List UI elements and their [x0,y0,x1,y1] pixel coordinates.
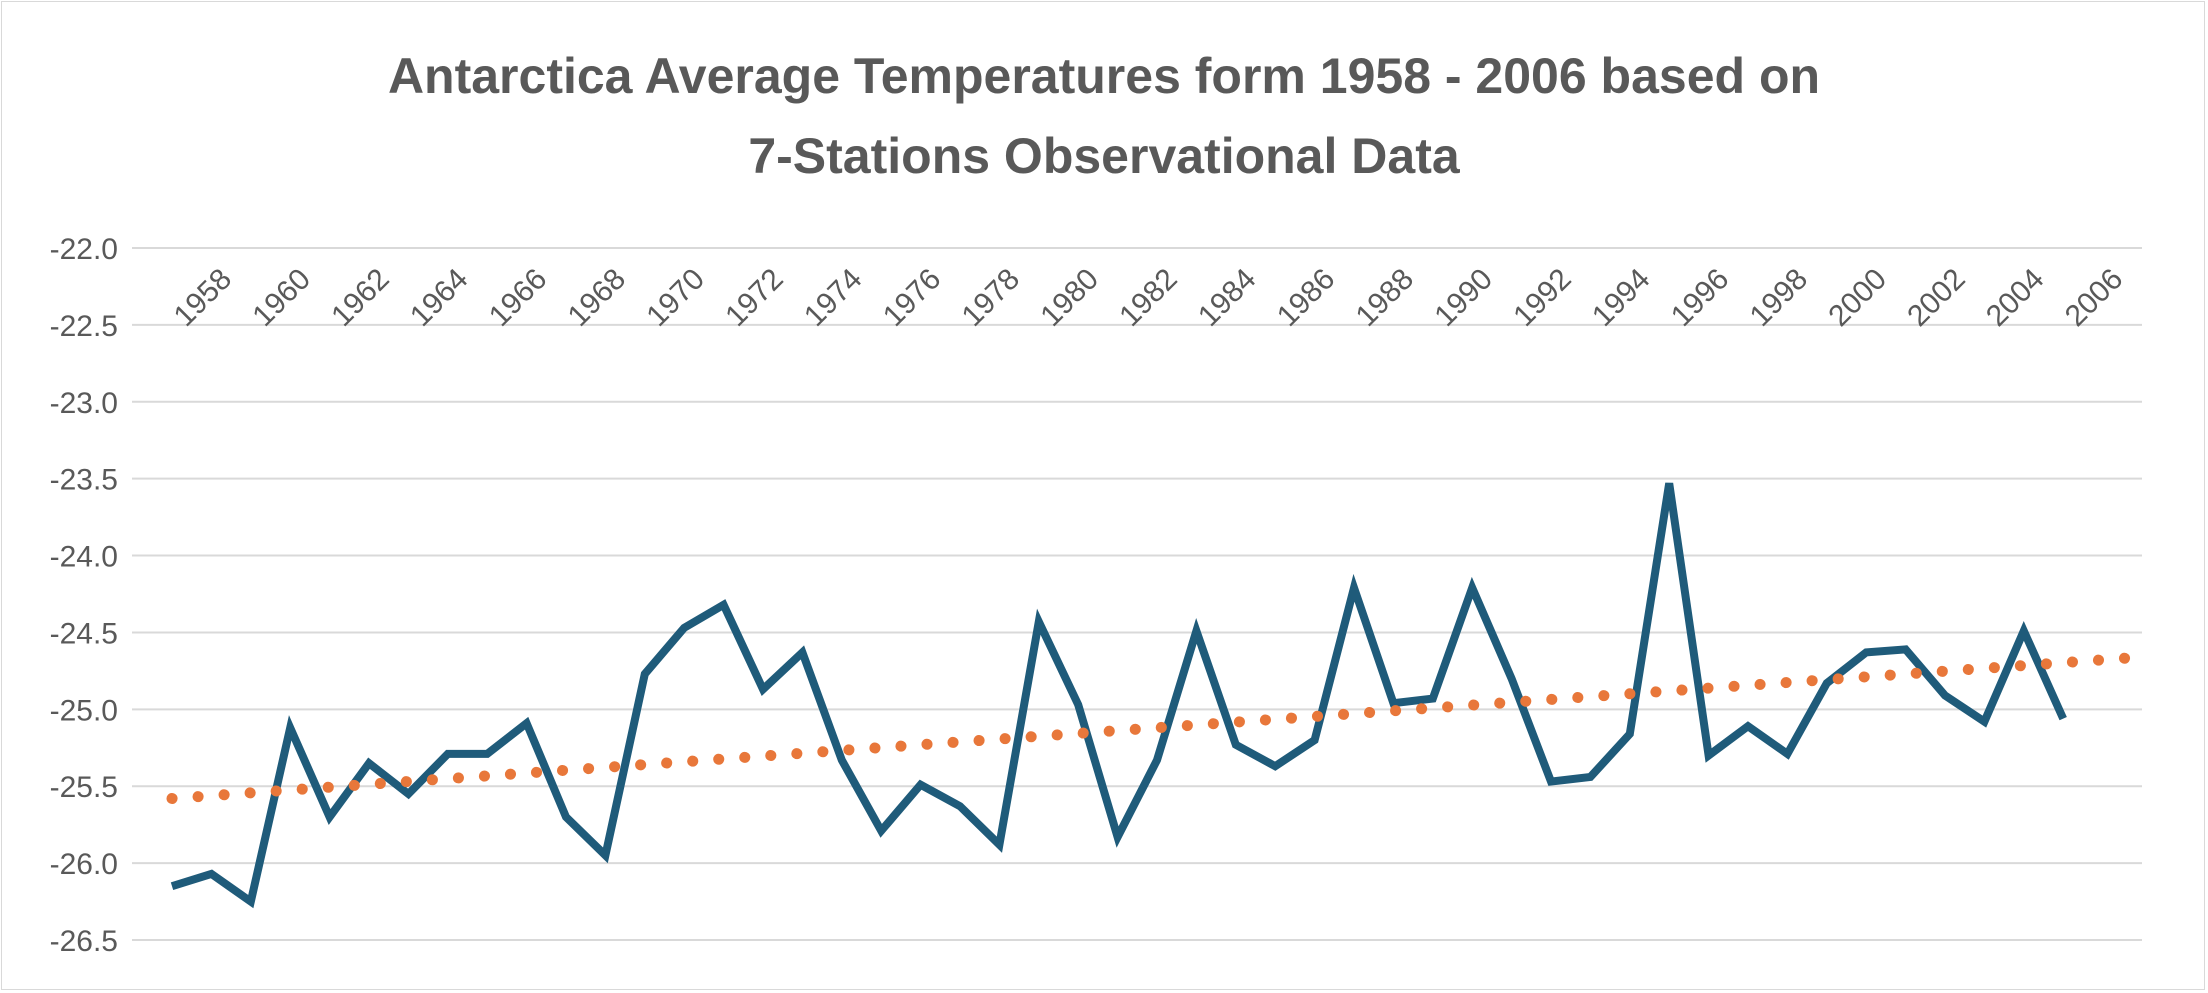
y-axis-ticks: -22.0 -22.5 -23.0 -23.5 -24.0 -24.5 -25.0 -25.5… [50,233,118,958]
x-tick-label: 1960 [246,262,317,333]
x-tick-label: 1958 [168,262,239,333]
x-axis-ticks: 1958 1960 1962 1964 1966 1968 1970 1972 1974 1976… [168,262,2130,333]
x-tick-label: 1984 [1192,262,1263,333]
temperature-series-line [170,482,2067,909]
x-tick-label: 1992 [1507,262,1578,333]
x-tick-label: 2006 [2059,262,2130,333]
series-group [166,482,2148,909]
x-tick-label: 1962 [325,262,396,333]
x-tick-label: 1982 [1113,262,1184,333]
x-tick-label: 1986 [1271,262,1342,333]
y-tick-label: -25.5 [50,771,118,804]
y-tick-label: -23.5 [50,464,118,497]
x-tick-label: 1980 [1034,262,1105,333]
x-tick-label: 2002 [1901,262,1972,333]
chart-title-line1: Antarctica Average Temperatures form 195… [387,48,1821,104]
y-tick-label: -22.5 [50,310,118,343]
y-tick-label: -25.0 [50,694,118,727]
x-tick-label: 2000 [1822,262,1893,333]
chart-title-line2: 7-Stations Observational Data [748,128,1460,184]
x-tick-label: 1966 [483,262,554,333]
y-tick-label: -22.0 [50,233,118,266]
x-tick-label: 1998 [1744,262,1815,333]
x-tick-label: 1974 [798,262,869,333]
y-tick-label: -26.5 [50,925,118,958]
y-tick-label: -26.0 [50,848,118,881]
gridlines [132,247,2142,941]
chart-title: Antarctica Average Temperatures form 195… [0,36,2208,196]
x-tick-label: 1990 [1428,262,1499,333]
trendline [166,651,2148,804]
y-tick-label: -23.0 [50,387,118,420]
x-tick-label: 1972 [719,262,790,333]
y-tick-label: -24.5 [50,617,118,650]
y-tick-label: -24.0 [50,541,118,574]
x-tick-label: 1976 [877,262,948,333]
x-tick-label: 1996 [1665,262,1736,333]
x-tick-label: 2004 [1980,262,2051,333]
x-tick-label: 1994 [1586,262,1657,333]
x-tick-label: 1968 [562,262,633,333]
x-tick-label: 1964 [404,262,475,333]
x-tick-label: 1970 [640,262,711,333]
x-tick-label: 1988 [1350,262,1421,333]
x-tick-label: 1978 [956,262,1027,333]
